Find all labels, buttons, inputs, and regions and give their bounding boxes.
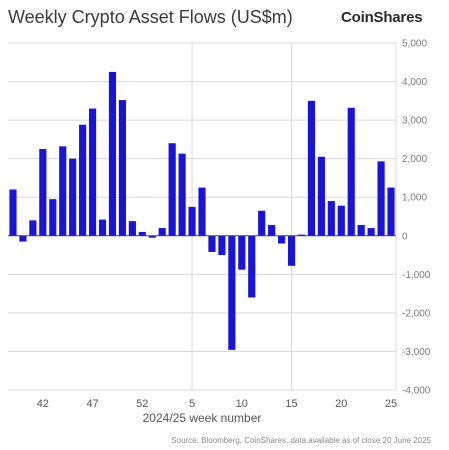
- bar: [98, 219, 107, 236]
- axes: [8, 43, 397, 391]
- bar: [188, 206, 196, 236]
- bar: [168, 143, 176, 236]
- bar: [39, 149, 47, 236]
- bar: [59, 146, 67, 236]
- bar: [118, 100, 126, 236]
- x-tick-label: 42: [37, 398, 49, 410]
- bar: [208, 235, 216, 252]
- x-axis-label: 2024/25 week number: [143, 411, 262, 425]
- x-tick-label: 52: [136, 398, 148, 410]
- y-tick-label: -2,000: [402, 308, 431, 319]
- y-tick-label: -4,000: [402, 386, 431, 397]
- bar: [29, 220, 37, 236]
- bar: [158, 228, 166, 236]
- bar: [357, 224, 365, 236]
- y-tick-label: 3,000: [402, 116, 427, 127]
- bar: [337, 205, 345, 236]
- bar: [79, 124, 87, 236]
- x-tick-label: 47: [86, 398, 98, 410]
- bar: [108, 71, 117, 236]
- bars: [9, 71, 395, 350]
- y-tick-label: 2,000: [402, 154, 427, 165]
- bar: [367, 228, 375, 236]
- source-note: Source: Bloomberg, CoinShares, data avai…: [171, 436, 431, 445]
- bar: [248, 235, 256, 298]
- bar: [69, 158, 77, 236]
- y-tick-label: -1,000: [402, 270, 431, 281]
- bar: [278, 235, 286, 244]
- x-tick-label: 25: [385, 398, 397, 410]
- y-tick-label: 0: [402, 231, 408, 242]
- bar: [307, 100, 316, 236]
- bar: [258, 210, 266, 236]
- y-tick-label: 5,000: [402, 39, 427, 50]
- bar: [49, 199, 57, 236]
- bar: [9, 189, 17, 236]
- x-axis-ticks: 42 47 52 5 10 15 20 25: [37, 398, 397, 410]
- chart-title: Weekly Crypto Asset Flows (US$m): [8, 7, 293, 27]
- x-tick-label: 20: [335, 398, 347, 410]
- brand-logo: CoinShares: [341, 9, 423, 26]
- bar: [128, 221, 136, 236]
- bar: [19, 235, 27, 242]
- bar: [138, 231, 146, 236]
- bar: [218, 235, 226, 256]
- bar: [88, 108, 97, 236]
- bar: [148, 235, 156, 238]
- bar: [317, 156, 325, 236]
- y-tick-label: 4,000: [402, 77, 427, 88]
- bar: [287, 235, 296, 266]
- y-axis-ticks: 5,000 4,000 3,000 2,000 1,000 0 -1,000 -2,000 -3…: [402, 39, 431, 397]
- bar: [327, 201, 335, 236]
- bar: [198, 187, 206, 236]
- bar: [347, 107, 355, 236]
- x-tick-label: 10: [236, 398, 248, 410]
- y-tick-label: -3,000: [402, 347, 431, 358]
- bar: [178, 153, 186, 236]
- bar: [377, 161, 385, 236]
- y-tick-label: 1,000: [402, 193, 427, 204]
- bar: [238, 235, 246, 270]
- bar: [228, 235, 236, 350]
- bar: [297, 234, 306, 236]
- bar: [268, 224, 276, 236]
- x-tick-label: 15: [285, 398, 297, 410]
- x-tick-label: 5: [189, 398, 195, 410]
- bar: [387, 187, 395, 236]
